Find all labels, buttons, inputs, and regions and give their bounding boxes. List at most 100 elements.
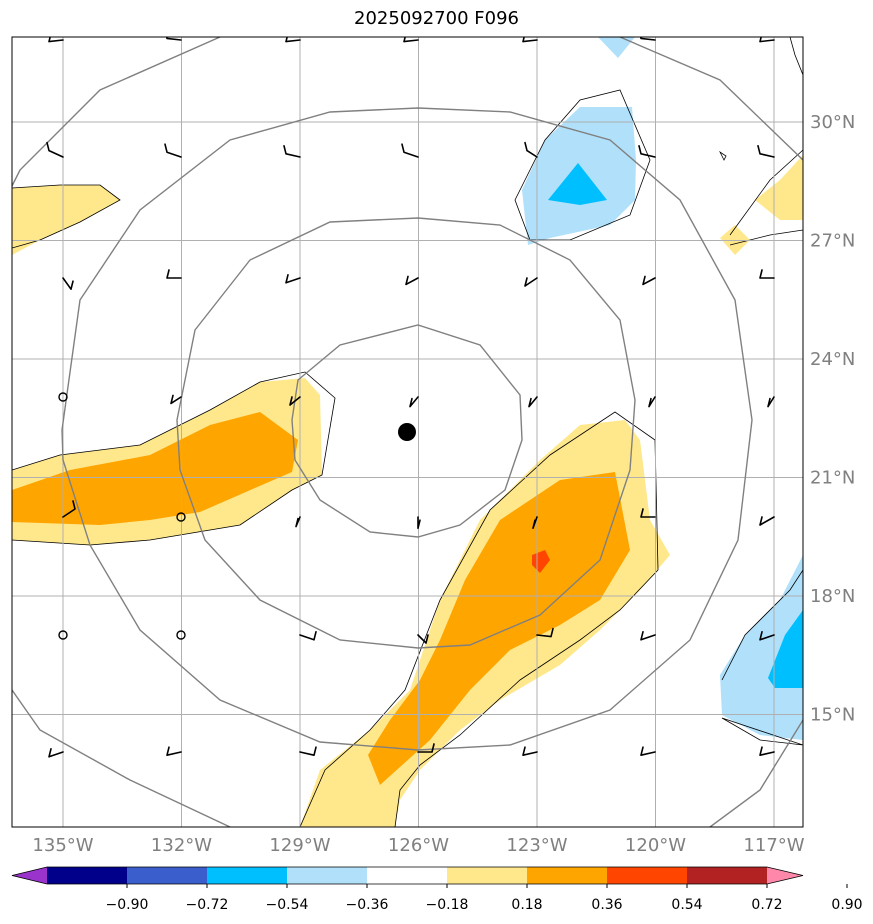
colorbar-tick-label: −0.36 <box>346 897 389 913</box>
calm-wind-circle <box>58 392 68 402</box>
latitude-label: 15°N <box>810 705 855 726</box>
wind-barb <box>417 516 421 529</box>
latitude-label: 27°N <box>810 231 855 252</box>
shading-negative-se-dark <box>768 610 803 688</box>
colorbar-tick-label: −0.54 <box>266 897 309 913</box>
shading-positive-se-dark <box>368 472 630 785</box>
wind-barb <box>759 37 775 43</box>
wind-barb <box>757 145 775 158</box>
colorbar-tick-label: 0.72 <box>751 897 782 913</box>
wind-barb <box>283 145 301 158</box>
wind-barb <box>417 743 435 753</box>
colorbar-tick-label: 0.36 <box>591 897 622 913</box>
calm-wind-circle <box>176 512 186 522</box>
wind-barb <box>289 396 301 406</box>
wind-barb <box>62 277 74 290</box>
wind-barb <box>166 746 182 756</box>
wind-barb <box>409 396 419 408</box>
wind-barb <box>295 516 301 528</box>
shading-negative-ne-dark <box>548 163 607 205</box>
longitude-label: 129°W <box>269 835 330 856</box>
wind-barb <box>62 500 76 518</box>
colorbar-outline <box>11 866 804 885</box>
wind-barb <box>532 516 538 529</box>
shading-layer <box>12 37 803 827</box>
latitude-label: 18°N <box>810 586 855 607</box>
wind-barb <box>642 275 656 286</box>
colorbar-tick-label: 0.90 <box>831 897 862 913</box>
colorbar-extend-low <box>12 867 47 884</box>
latitude-label: 21°N <box>810 468 855 489</box>
colorbar: −0.90 −0.72 −0.54 −0.36 −0.18 0.18 0.36 0.54 0.7… <box>11 866 863 913</box>
longitude-label: 135°W <box>32 835 93 856</box>
calm-wind-circle <box>58 630 68 640</box>
storm-center-marker <box>398 423 416 441</box>
range-ring-1 <box>291 324 523 538</box>
latitude-label: 30°N <box>810 112 855 133</box>
wind-barb <box>48 748 64 758</box>
graticule <box>12 37 803 827</box>
wind-barb <box>170 394 182 405</box>
colorbar-bin <box>687 867 768 884</box>
calm-wind-circle <box>176 630 186 640</box>
longitude-label: 126°W <box>388 835 449 856</box>
colorbar-bin <box>127 867 208 884</box>
range-ring-3 <box>61 107 753 751</box>
colorbar-tick-label: −0.18 <box>426 897 469 913</box>
colorbar-bin <box>447 867 528 884</box>
map-frame <box>11 36 804 828</box>
colorbar-tick-label: −0.90 <box>106 897 149 913</box>
wind-barb <box>405 275 419 286</box>
map-title: 2025092700 F096 <box>354 8 519 29</box>
latitude-label: 24°N <box>810 349 855 370</box>
range-ring-4 <box>12 37 803 827</box>
map-plot-area <box>12 37 803 827</box>
colorbar-tick-label: 0.18 <box>511 897 542 913</box>
wind-barb <box>285 274 301 284</box>
colorbar-extend-high <box>767 867 803 884</box>
colorbar-bin <box>367 867 448 884</box>
colorbar-bin <box>527 867 608 884</box>
wind-barb <box>759 631 775 641</box>
wind-barb <box>524 141 538 158</box>
colorbar-tick-label: 0.54 <box>671 897 702 913</box>
wind-barb <box>528 396 538 408</box>
wind-barb <box>638 145 656 158</box>
wind-barb <box>299 631 317 641</box>
wind-barb <box>639 37 656 41</box>
wind-barb <box>759 746 775 756</box>
range-rings <box>12 37 803 827</box>
longitude-label: 123°W <box>506 835 567 856</box>
wind-barb <box>166 269 182 279</box>
wind-barb <box>759 516 775 526</box>
longitude-label: 120°W <box>625 835 686 856</box>
wind-barb <box>767 396 775 408</box>
wind-barb <box>417 634 429 644</box>
wind-barb <box>759 269 775 279</box>
range-ring-2 <box>176 217 636 649</box>
latitude-labels: 30°N 27°N 24°N 21°N 18°N 15°N <box>810 112 855 726</box>
colorbar-bin <box>47 867 128 884</box>
colorbar-bin <box>287 867 368 884</box>
wind-barb <box>536 627 554 638</box>
wind-barb <box>522 746 538 756</box>
wind-barb <box>165 37 182 41</box>
colorbar-bin <box>607 867 688 884</box>
wind-barb <box>524 277 538 287</box>
wind-barb <box>640 508 656 518</box>
wind-barb <box>46 141 64 158</box>
wind-barb <box>164 143 182 158</box>
shading-positive-east <box>755 155 803 220</box>
wind-barb <box>640 746 656 756</box>
wind-barb <box>403 37 419 43</box>
wind-barb <box>648 396 656 408</box>
longitude-label: 132°W <box>151 835 212 856</box>
longitude-labels: 135°W 132°W 129°W 126°W 123°W 120°W 117°W <box>32 835 804 856</box>
wind-barb <box>285 37 301 43</box>
colorbar-bin <box>207 867 288 884</box>
wind-barb <box>401 143 419 158</box>
wind-barb <box>299 746 317 756</box>
shading-negative-se-light <box>720 555 803 740</box>
longitude-label: 117°W <box>743 835 804 856</box>
shading-positive-nw <box>12 185 120 255</box>
